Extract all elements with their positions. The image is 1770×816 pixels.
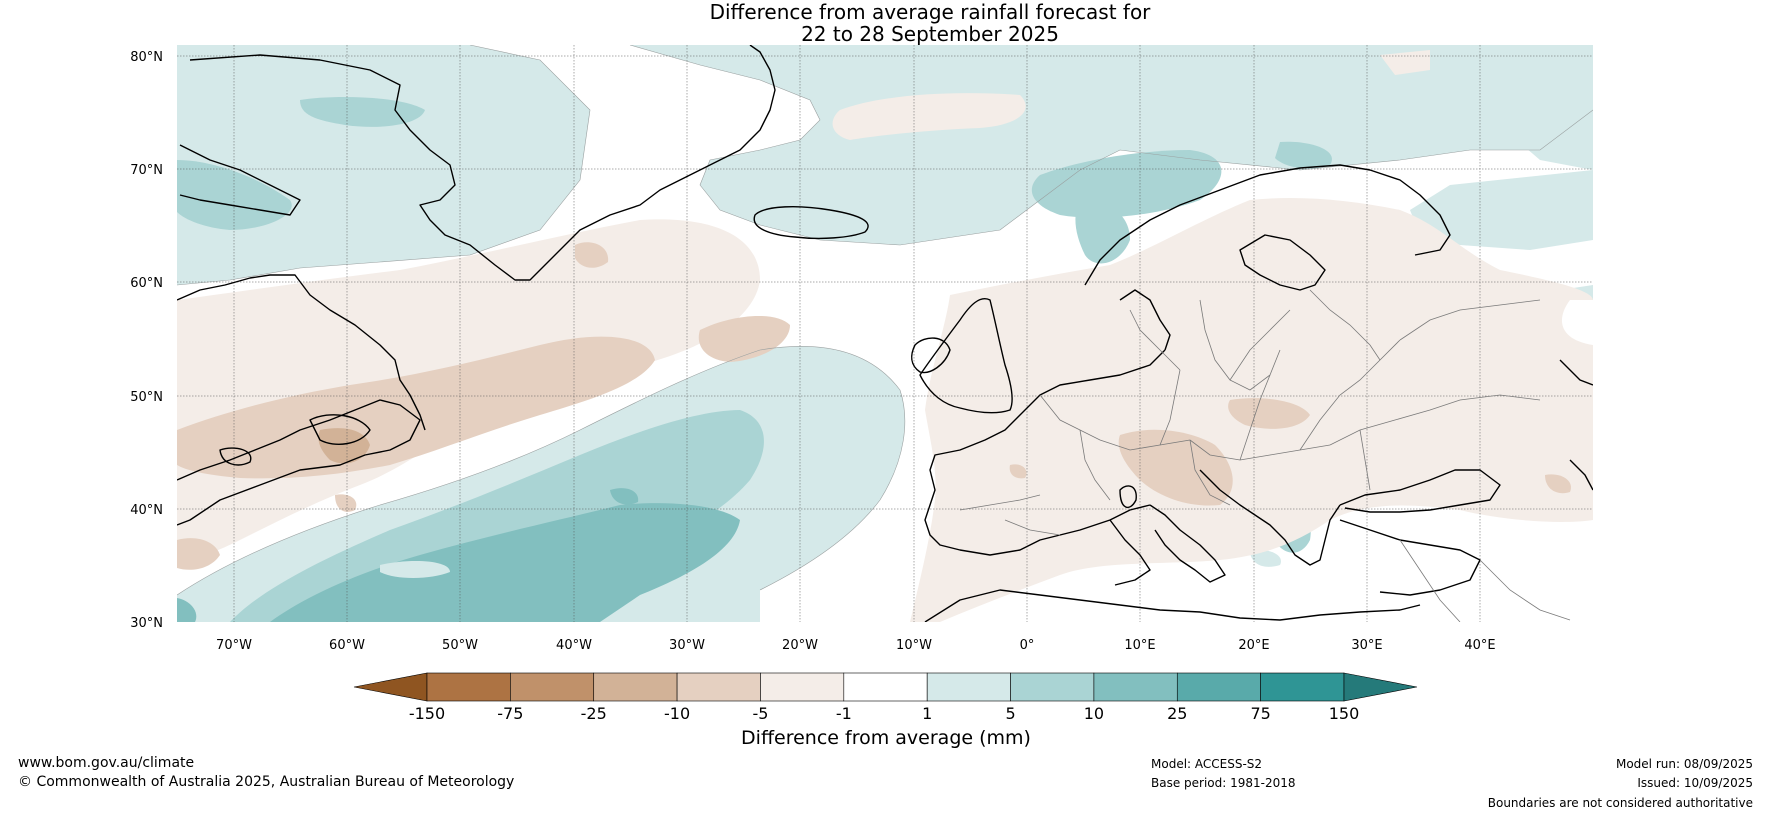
colorbar-extend-high	[1343, 672, 1418, 702]
colorbar-segment	[676, 672, 761, 702]
colorbar-tick-label: -75	[497, 704, 523, 723]
map-plot-area	[177, 45, 1593, 622]
colorbar-tick-label: -5	[752, 704, 768, 723]
lat-label-30n: 30°N	[130, 616, 163, 631]
colorbar-extend-low	[353, 672, 428, 702]
lon-label-60w: 60°W	[329, 638, 365, 653]
colorbar-segment	[1176, 672, 1261, 702]
colorbar-segment	[593, 672, 678, 702]
model-run-text: Model run: 08/09/2025	[1615, 757, 1753, 771]
colorbar-title: Difference from average (mm)	[741, 727, 1031, 749]
colorbar-tick-label: 10	[1084, 704, 1104, 723]
colorbar-tick-label: -25	[581, 704, 607, 723]
colorbar-tick-label: -10	[664, 704, 690, 723]
issued-text: Issued: 10/09/2025	[1637, 776, 1753, 790]
lon-label-50w: 50°W	[442, 638, 478, 653]
lon-label-70w: 70°W	[216, 638, 252, 653]
colorbar-tick-label: -1	[836, 704, 852, 723]
colorbar-segment	[760, 672, 845, 702]
lon-label-20w: 20°W	[782, 638, 818, 653]
disclaimer-text: Boundaries are not considered authoritat…	[1487, 796, 1753, 810]
lon-label-30w: 30°W	[669, 638, 705, 653]
title-line-2: 22 to 28 September 2025	[801, 22, 1059, 46]
colorbar-segment	[926, 672, 1011, 702]
website-text: www.bom.gov.au/climate	[18, 755, 195, 771]
colorbar-segment	[1260, 672, 1345, 702]
colorbar-tick-label: 150	[1329, 704, 1360, 723]
colorbar-segment	[843, 672, 928, 702]
colorbar-tick-label: 5	[1005, 704, 1015, 723]
longitude-labels: 70°W 60°W 50°W 40°W 30°W 20°W 10°W 0° 10…	[216, 638, 1496, 653]
model-text: Model: ACCESS-S2	[1151, 757, 1263, 771]
colorbar-segment	[1010, 672, 1095, 702]
lat-label-60n: 60°N	[130, 276, 163, 291]
lon-label-40e: 40°E	[1464, 638, 1495, 653]
lat-label-40n: 40°N	[130, 503, 163, 518]
colorbar-tick-label: 1	[922, 704, 932, 723]
lon-label-10e: 10°E	[1124, 638, 1155, 653]
latitude-labels: 80°N 70°N 60°N 50°N 40°N 30°N	[130, 50, 163, 631]
base-period-text: Base period: 1981-2018	[1151, 776, 1296, 790]
colorbar-segment	[1093, 672, 1178, 702]
lon-label-40w: 40°W	[556, 638, 592, 653]
lat-label-80n: 80°N	[130, 50, 163, 65]
lon-label-0: 0°	[1020, 638, 1035, 653]
copyright-text: © Commonwealth of Australia 2025, Austra…	[18, 774, 515, 790]
lon-label-20e: 20°E	[1238, 638, 1269, 653]
anomaly-contours	[177, 45, 1593, 596]
lon-label-10w: 10°W	[896, 638, 932, 653]
colorbar-segment	[510, 672, 595, 702]
coastlines	[177, 45, 1593, 622]
colorbar-segment	[426, 672, 511, 702]
graticule	[177, 45, 1593, 622]
lon-label-30e: 30°E	[1351, 638, 1382, 653]
lat-label-70n: 70°N	[130, 163, 163, 178]
title-line-1: Difference from average rainfall forecas…	[709, 0, 1151, 24]
colorbar-tick-label: 25	[1167, 704, 1187, 723]
colorbar	[353, 672, 1418, 702]
lat-label-50n: 50°N	[130, 390, 163, 405]
colorbar-tick-labels: -150 -75 -25 -10 -5 -1 1 5 10 25 75 150	[409, 704, 1359, 723]
colorbar-tick-label: 75	[1250, 704, 1270, 723]
colorbar-tick-label: -150	[409, 704, 445, 723]
wetter-than-average-regions	[177, 45, 1593, 622]
country-borders	[959, 289, 1571, 622]
